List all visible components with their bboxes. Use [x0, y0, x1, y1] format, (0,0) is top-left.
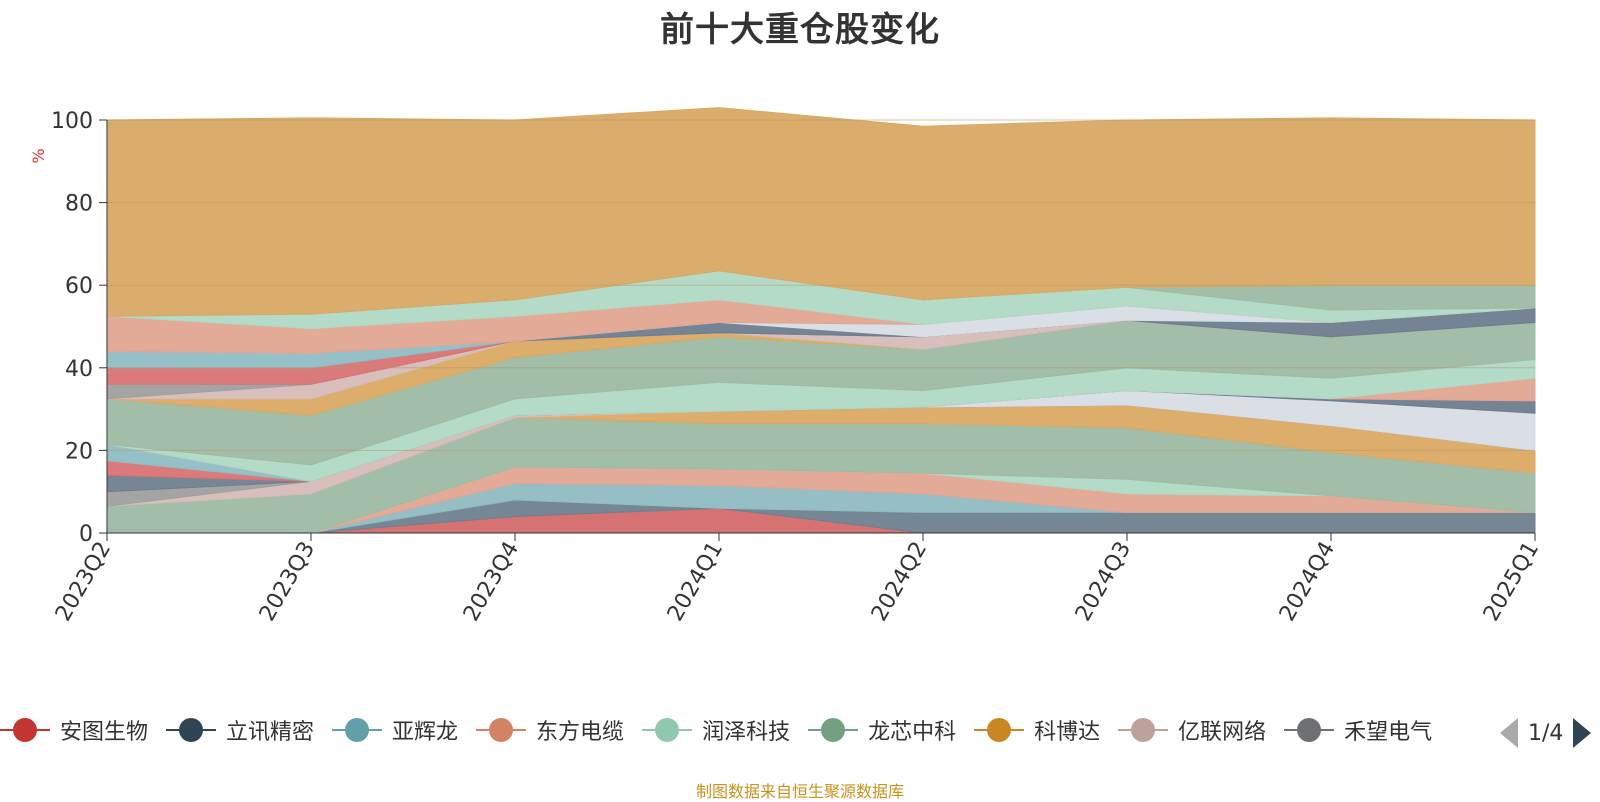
y-tick-label: 40	[65, 357, 93, 382]
legend-label: 禾望电气	[1344, 720, 1433, 745]
x-tick-label: 2023Q3	[255, 538, 320, 626]
legend-item[interactable]: 亚辉龙	[332, 714, 458, 746]
legend-label: 亿联网络	[1178, 720, 1267, 745]
legend-label: 安图生物	[60, 720, 149, 745]
legend-item[interactable]: 东方电缆	[476, 714, 624, 746]
chart-legend: 安图生物 立讯精密 亚辉龙 东方电缆 润泽科技 龙芯中科 科博达 亿联网络 禾望电气	[0, 714, 1480, 754]
legend-marker-icon	[974, 717, 1025, 743]
legend-item[interactable]: 立讯精密	[166, 714, 314, 746]
y-tick-label: 100	[51, 109, 93, 134]
x-tick-label: 2023Q2	[51, 538, 116, 626]
legend-item[interactable]: 龙芯中科	[808, 714, 956, 746]
legend-item[interactable]: 科博达	[974, 714, 1100, 746]
legend-marker-icon	[0, 717, 50, 743]
x-tick-label: 2024Q4	[1275, 538, 1340, 626]
legend-prev-icon[interactable]	[1500, 718, 1518, 748]
legend-label: 科博达	[1034, 720, 1101, 745]
y-tick-label: 0	[79, 522, 93, 547]
legend-item[interactable]: 安图生物	[0, 714, 148, 746]
legend-item[interactable]: 亿联网络	[1118, 714, 1266, 746]
y-tick-label: 20	[65, 439, 93, 464]
legend-marker-icon	[1284, 717, 1335, 743]
legend-label: 润泽科技	[702, 720, 791, 745]
data-source-note: 制图数据来自恒生聚源数据库	[695, 782, 904, 801]
legend-label: 龙芯中科	[868, 720, 957, 745]
legend-marker-icon	[808, 717, 859, 743]
legend-label: 亚辉龙	[392, 720, 459, 745]
legend-label: 立讯精密	[226, 720, 315, 745]
legend-next-icon[interactable]	[1573, 718, 1592, 748]
legend-label: 东方电缆	[536, 720, 625, 745]
legend-pager: 1/4	[1500, 716, 1600, 750]
legend-page-indicator: 1/4	[1528, 720, 1564, 746]
legend-marker-icon	[642, 717, 693, 743]
legend-marker-icon	[476, 717, 527, 743]
legend-marker-icon	[332, 717, 383, 743]
legend-marker-icon	[1118, 717, 1169, 743]
legend-item[interactable]: 禾望电气	[1284, 714, 1432, 746]
x-tick-label: 2024Q2	[867, 538, 932, 626]
x-tick-label: 2024Q3	[1071, 538, 1136, 626]
x-tick-label: 2024Q1	[663, 538, 728, 626]
x-tick-label: 2025Q1	[1479, 538, 1544, 626]
y-axis-unit: %	[29, 148, 48, 163]
chart-title: 前十大重仓股变化	[660, 10, 940, 50]
legend-marker-icon	[166, 717, 217, 743]
x-tick-label: 2023Q4	[459, 538, 524, 626]
legend-item[interactable]: 润泽科技	[642, 714, 790, 746]
y-tick-label: 60	[65, 274, 93, 299]
y-tick-label: 80	[65, 192, 93, 217]
